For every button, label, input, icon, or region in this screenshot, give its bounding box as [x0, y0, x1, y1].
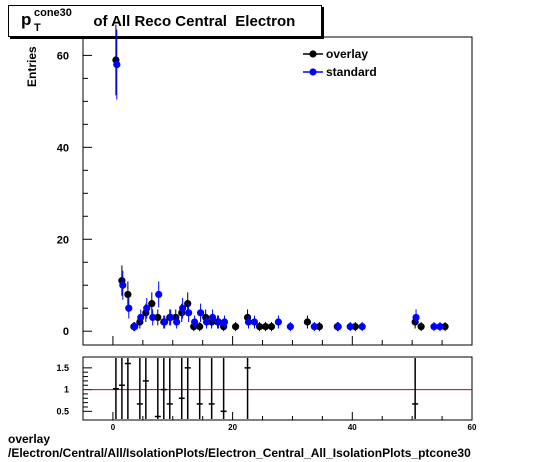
- footer-path: /Electron/Central/All/IsolationPlots/Ele…: [8, 446, 471, 460]
- ratio-y-tick-label: 1: [64, 385, 69, 395]
- legend-marker-overlay: [309, 50, 317, 58]
- title-subscript: T: [34, 22, 41, 34]
- ratio-x-tick-label: 0: [111, 423, 116, 432]
- ratio-y-tick-label: 1.5: [56, 363, 69, 373]
- main-plot-marks: [112, 24, 449, 332]
- standard-point: [334, 323, 342, 331]
- standard-point: [436, 323, 444, 331]
- ratio-plot-frame: [82, 356, 473, 421]
- standard-point: [143, 304, 151, 312]
- title-symbol: p: [21, 10, 32, 29]
- standard-point: [310, 323, 318, 331]
- plot-title: p cone30 T of All Reco Central Electron: [8, 5, 322, 37]
- standard-point: [119, 281, 127, 289]
- standard-point: [208, 313, 217, 322]
- main-y-tick-label: 40: [57, 142, 69, 154]
- overlay-point: [124, 290, 132, 299]
- standard-point: [286, 323, 294, 331]
- standard-point: [149, 313, 157, 322]
- standard-point: [250, 318, 259, 326]
- standard-point: [214, 318, 223, 326]
- standard-point: [185, 309, 193, 317]
- standard-point: [161, 318, 169, 326]
- standard-point: [191, 318, 199, 326]
- main-plot-frame: [82, 36, 473, 346]
- overlay-point: [351, 323, 359, 331]
- overlay-point: [303, 318, 312, 326]
- overlay-point: [315, 323, 323, 331]
- overlay-point: [441, 323, 449, 331]
- main-plot-border: [82, 36, 473, 346]
- ratio-y-tick-label: 0.5: [56, 406, 69, 416]
- legend-marker-standard: [309, 68, 317, 76]
- standard-point: [113, 60, 121, 69]
- standard-point: [173, 318, 181, 326]
- standard-point: [196, 309, 205, 317]
- standard-point: [220, 318, 229, 326]
- main-y-tick-label: 60: [57, 50, 69, 62]
- overlay-point: [255, 323, 264, 331]
- standard-point: [137, 313, 145, 322]
- standard-point: [274, 318, 282, 326]
- overlay-point: [148, 300, 156, 308]
- standard-point: [131, 323, 139, 331]
- standard-point: [179, 304, 187, 312]
- overlay-point: [417, 323, 425, 331]
- ratio-x-tick-label: 40: [348, 423, 357, 432]
- main-y-tick-label: 20: [57, 234, 69, 246]
- standard-point: [412, 313, 420, 322]
- standard-point: [167, 313, 175, 322]
- standard-point: [346, 323, 354, 331]
- legend-label-overlay: overlay: [326, 47, 368, 61]
- main-y-tick-label: 0: [63, 326, 69, 338]
- overlay-point: [261, 323, 270, 331]
- ratio-x-tick-label: 20: [228, 423, 237, 432]
- standard-point: [358, 323, 366, 331]
- title-superscript: cone30: [34, 7, 72, 19]
- standard-point: [125, 304, 133, 312]
- overlay-point: [196, 323, 204, 331]
- legend-label-standard: standard: [326, 65, 377, 79]
- title-text: of All Reco Central Electron: [85, 13, 296, 30]
- standard-point: [244, 318, 253, 326]
- overlay-point: [154, 313, 162, 322]
- ratio-plot-ticks: 0.5 1 1.5 0 20 40 60: [56, 363, 477, 432]
- standard-point: [430, 323, 438, 331]
- standard-point: [155, 290, 163, 299]
- main-plot-ticks: 0 20 40 60: [57, 50, 473, 345]
- overlay-point: [184, 300, 192, 308]
- footer-label: overlay: [8, 432, 51, 446]
- ratio-x-tick-label: 60: [468, 423, 477, 432]
- ratio-plot-marks: [83, 358, 472, 419]
- overlay-point: [267, 323, 276, 331]
- standard-point: [202, 318, 211, 326]
- ratio-plot-border: [82, 356, 473, 421]
- overlay-point: [232, 323, 240, 331]
- legend: overlay standard: [303, 47, 377, 79]
